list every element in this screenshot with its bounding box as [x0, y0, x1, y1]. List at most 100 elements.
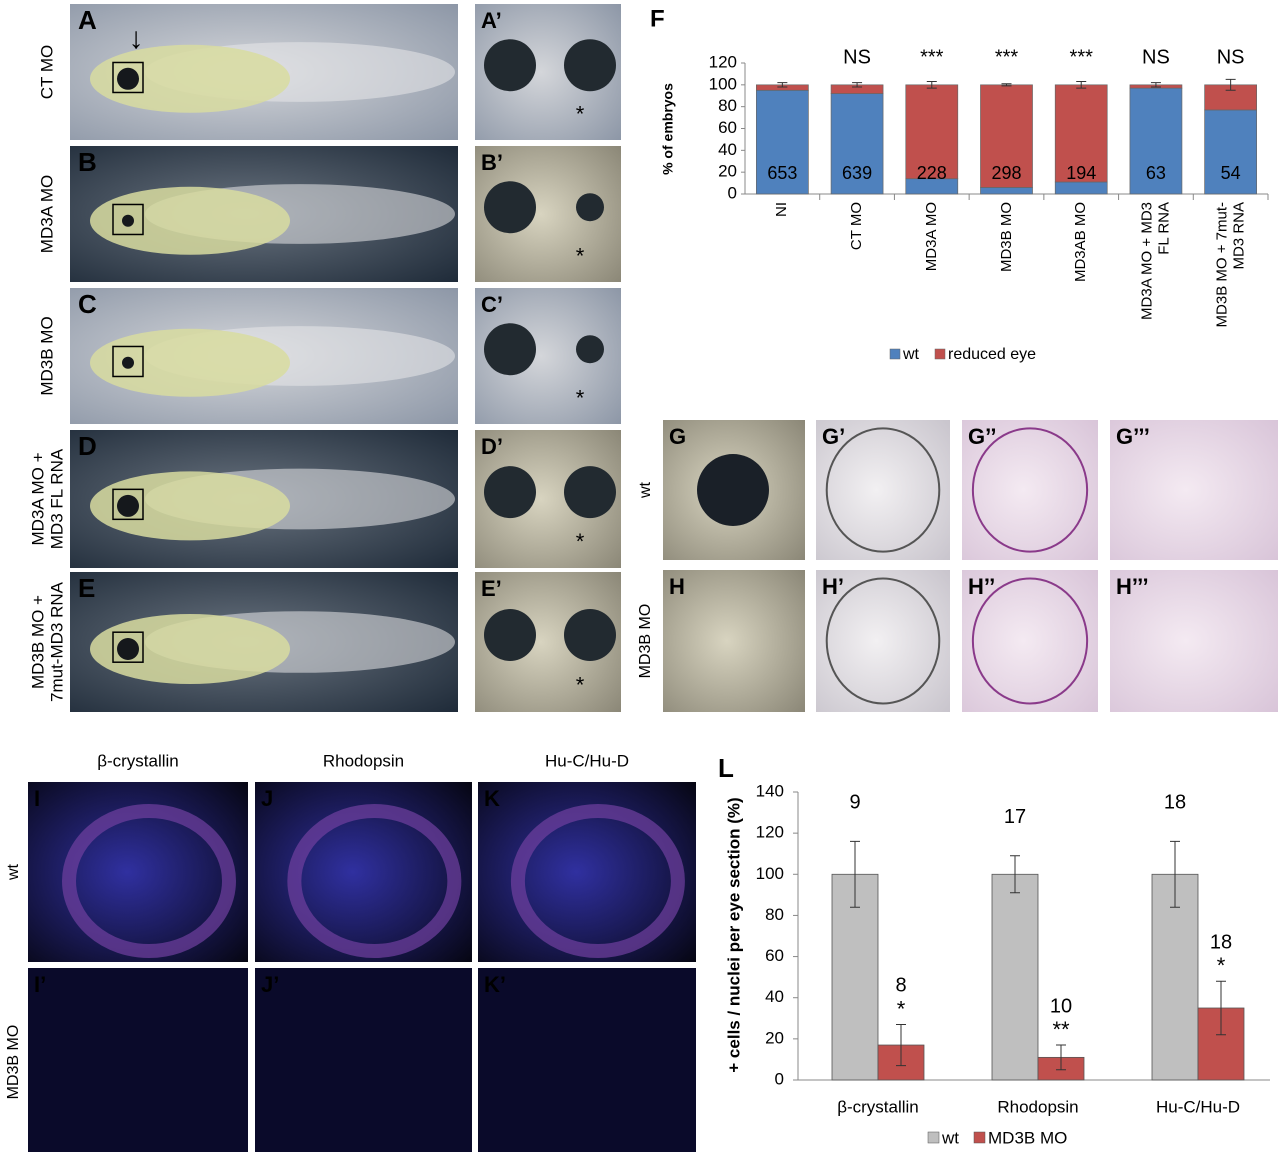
legend-swatch [927, 1131, 940, 1144]
y-tick-label: 80 [765, 905, 784, 924]
eye [122, 356, 134, 369]
panel-label: H’’ [968, 574, 995, 599]
bar [830, 93, 884, 195]
panel-label: K [484, 786, 500, 811]
legend-label: wt [941, 1128, 959, 1147]
eye [564, 39, 616, 92]
row-label: MD3B MO + 7mut-MD3 RNA [28, 582, 66, 702]
y-tick-label: 40 [718, 140, 737, 159]
panel-label: G’’ [968, 424, 997, 449]
column-title: Rhodopsin [323, 751, 404, 770]
error-bar [1170, 840, 1180, 908]
legend-swatch [934, 348, 946, 360]
n-label: 17 [1004, 806, 1026, 828]
significance-label: *** [995, 46, 1019, 68]
panel-label: H’ [822, 574, 844, 599]
photo [816, 570, 950, 712]
retina [62, 804, 236, 958]
row-label: wt [637, 482, 655, 498]
asterisk: * [576, 673, 585, 698]
error-bar [1001, 83, 1012, 87]
panel-label: I’ [34, 972, 46, 997]
bar [1129, 87, 1183, 195]
panel-label: L [718, 753, 734, 783]
panel-label: B [78, 147, 97, 177]
bar [980, 187, 1033, 195]
tadpole-body [90, 328, 290, 397]
panel-label: D’ [481, 434, 503, 459]
panel-label: K’ [484, 972, 506, 997]
eye [122, 214, 134, 227]
panel-label: A [78, 5, 97, 35]
x-tick-label: MD3B MO + 7mut-MD3 RNA [1213, 202, 1247, 328]
photo [663, 570, 805, 712]
panel-label: H [669, 574, 685, 599]
photo [478, 968, 696, 1152]
error-bar [777, 82, 788, 88]
legend-label: MD3B MO [988, 1128, 1067, 1147]
row-label: MD3B MO [5, 1024, 23, 1100]
row-label: MD3B MO [37, 316, 57, 396]
photo [1110, 420, 1278, 560]
x-tick-label: Hu-C/Hu-D [1156, 1097, 1240, 1116]
y-tick-label: 0 [728, 183, 737, 202]
x-tick-label: CT MO [847, 202, 865, 251]
eye [484, 323, 536, 376]
photo [255, 968, 472, 1152]
error-bar [1225, 78, 1236, 91]
asterisk: * [576, 101, 585, 126]
section [825, 427, 941, 553]
panel-label: F [650, 5, 665, 32]
eye [117, 67, 139, 90]
bar [991, 873, 1039, 1081]
box [112, 488, 144, 521]
panel-label: G’ [822, 424, 845, 449]
y-tick-label: 100 [709, 74, 737, 93]
section [971, 577, 1089, 705]
x-tick-label: MD3A MO [922, 202, 940, 272]
row-label: wt [5, 864, 23, 880]
significance-label: NS [1142, 46, 1170, 68]
legend-label: reduced eye [948, 346, 1036, 363]
n-label: 18 [1210, 932, 1232, 954]
bar [1151, 873, 1199, 1081]
significance-label: * [1217, 953, 1226, 978]
bar [905, 84, 959, 180]
panel-label: I [34, 786, 40, 811]
y-axis-title: + cells / nuclei per eye section (%) [724, 797, 744, 1073]
x-tick-label: β-crystallin [837, 1097, 919, 1116]
error-bar [1076, 81, 1087, 89]
asterisk: * [576, 529, 585, 554]
eye [576, 335, 604, 364]
error-bar [1150, 82, 1161, 88]
panel-label: C [78, 289, 97, 319]
panel-label: A’ [481, 8, 502, 33]
n-label: 639 [842, 163, 872, 183]
panel-label: C’ [481, 292, 503, 317]
box [112, 61, 144, 94]
panel-label: H’’’ [1116, 574, 1149, 599]
bar [756, 89, 809, 195]
legend-label: wt [902, 346, 920, 363]
eye [117, 494, 139, 517]
photo [28, 968, 248, 1152]
eye [576, 193, 604, 222]
bar [1054, 181, 1108, 195]
n-label: 653 [767, 163, 797, 183]
y-tick-label: 120 [709, 52, 737, 71]
n-label: 8 [895, 975, 906, 997]
significance-label: *** [920, 46, 944, 68]
error-bar [926, 81, 937, 89]
legend-swatch [889, 348, 901, 360]
box [112, 203, 144, 236]
n-label: 194 [1066, 163, 1096, 183]
photo [816, 420, 950, 560]
error-bar [850, 840, 860, 908]
n-label: 298 [991, 163, 1021, 183]
eye [564, 466, 616, 519]
panel-label: J [261, 786, 273, 811]
y-tick-label: 20 [718, 162, 737, 181]
significance-label: NS [843, 46, 871, 68]
eye [484, 39, 536, 92]
